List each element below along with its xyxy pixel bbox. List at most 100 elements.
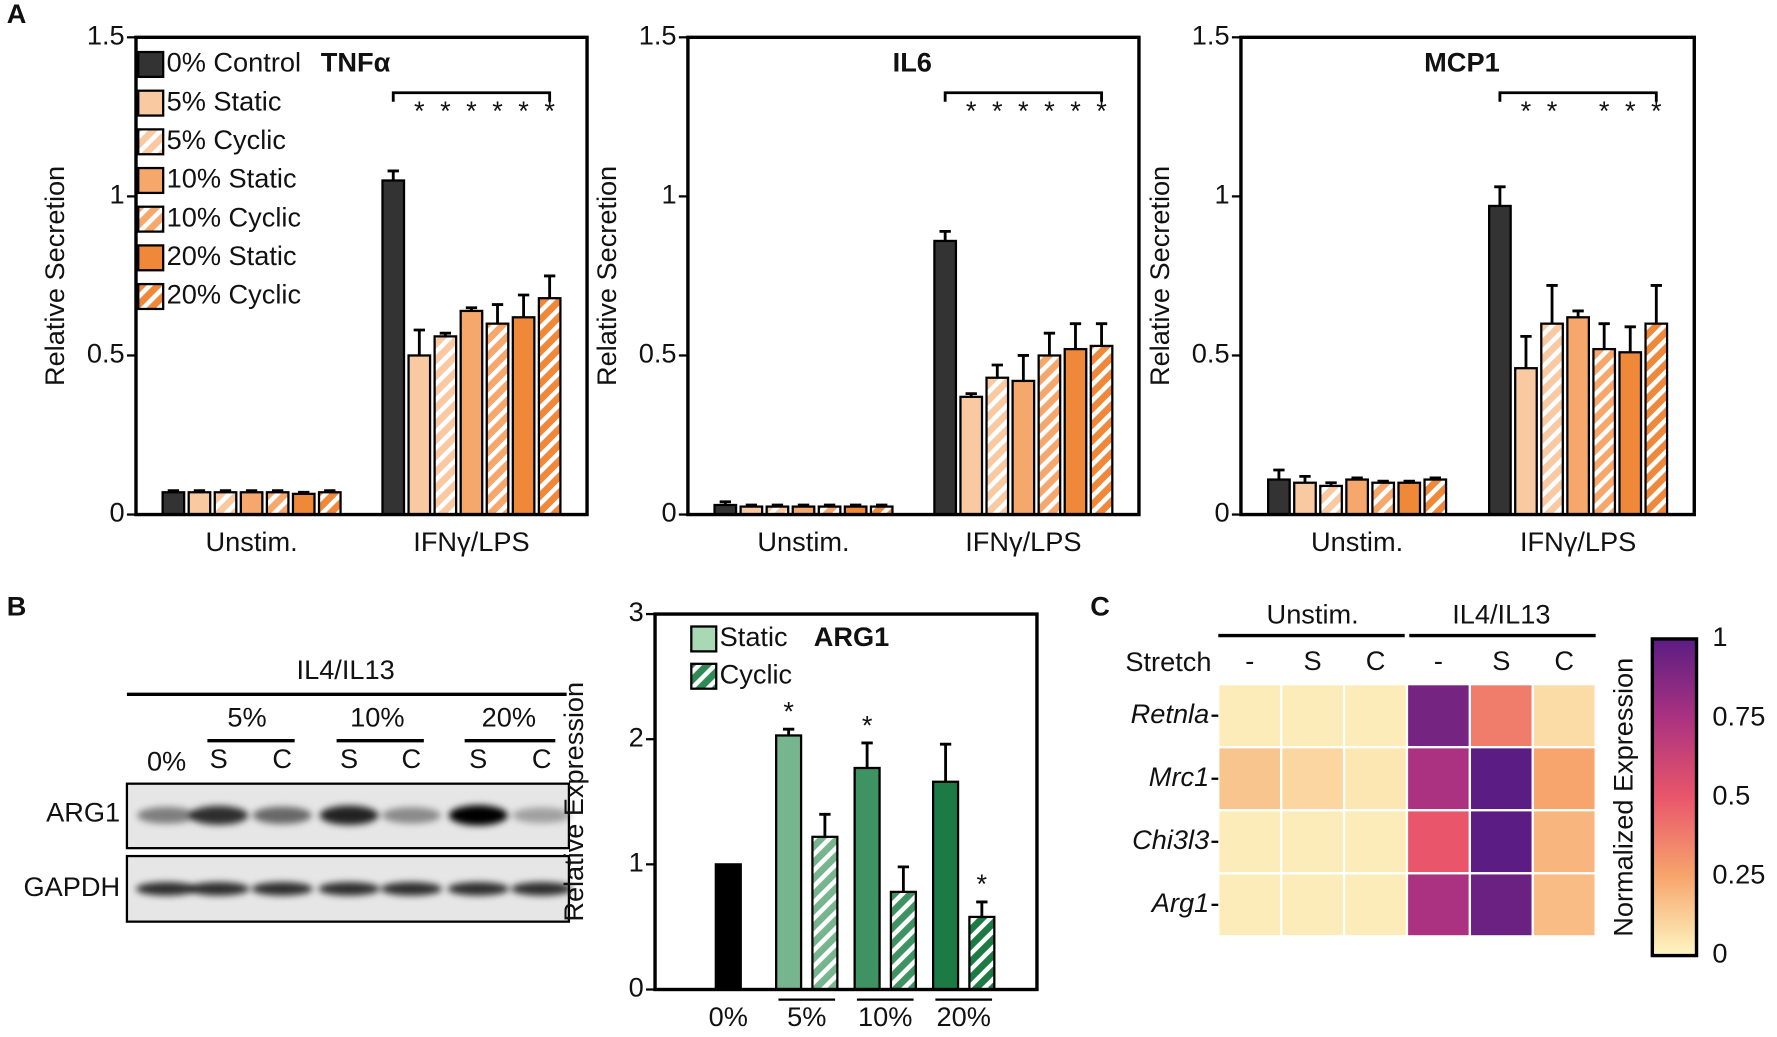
legend-swatch: [137, 166, 165, 195]
error-bar: [1598, 322, 1610, 350]
bar: [1293, 481, 1317, 516]
bar: [1011, 379, 1036, 516]
bar: [933, 239, 958, 516]
bar: [1319, 484, 1343, 516]
chart-title: ARG1: [814, 621, 890, 652]
bar: [968, 915, 996, 991]
bar: [775, 734, 803, 991]
plot-frame: [134, 35, 589, 517]
heatmap-cell: [1531, 872, 1597, 938]
chart-title: TNFα: [321, 47, 391, 78]
blot-band: [380, 882, 442, 896]
blot-stretch: C: [402, 743, 422, 774]
bar: [1267, 478, 1291, 516]
colorbar-tick-label: 1: [1712, 621, 1727, 652]
y-tick-label: 0.5: [87, 338, 125, 369]
y-tick-label: 1.5: [639, 20, 677, 51]
column-group-label: IL4/IL13: [1452, 599, 1550, 630]
significance: *: [492, 95, 503, 126]
error-bar: [1299, 474, 1311, 483]
legend-label: 20% Cyclic: [167, 279, 301, 310]
blot-stretch: S: [469, 743, 487, 774]
significance: *: [966, 95, 977, 126]
heatmap-cell: [1280, 809, 1346, 875]
y-tick-label: 0.5: [1192, 338, 1230, 369]
bar: [511, 316, 536, 516]
error-bar: [897, 865, 910, 892]
legend-swatch: [137, 282, 165, 311]
bar: [1566, 316, 1591, 516]
y-tick-label: 1: [629, 847, 644, 878]
blot-band: [512, 807, 572, 824]
chart-title: MCP1: [1424, 47, 1500, 78]
error-bar: [939, 229, 951, 241]
error-bar: [876, 503, 888, 507]
legend-swatch: [137, 205, 165, 233]
error-bar: [823, 503, 836, 507]
error-bar: [491, 303, 504, 324]
bar: [381, 179, 406, 516]
error-bar: [1095, 322, 1108, 346]
error-bar: [543, 274, 556, 299]
legend-label: Static: [720, 621, 788, 652]
error-bar: [298, 490, 310, 494]
significance-bracket: [1498, 91, 1658, 102]
error-bar: [1520, 334, 1532, 369]
blot-band: [447, 882, 509, 896]
x-tick-label: Unstim.: [206, 526, 298, 557]
significance: *: [992, 95, 1003, 126]
column-label: -: [1434, 645, 1443, 676]
significance: *: [1651, 95, 1662, 126]
legend-label: 10% Static: [167, 163, 297, 194]
bar: [889, 890, 917, 991]
blot-band: [137, 807, 197, 824]
significance: *: [1625, 95, 1636, 126]
heatmap-cell: [1280, 683, 1346, 749]
heatmap-cell: [1468, 809, 1534, 875]
heatmap-cell: [1405, 683, 1472, 749]
blot-band: [188, 882, 250, 896]
bar: [1540, 322, 1564, 516]
heatmap-cell: [1405, 809, 1472, 875]
y-tick-label: 1: [661, 179, 676, 210]
bar: [1423, 478, 1448, 516]
y-tick-label: 1.5: [87, 20, 125, 51]
bar: [537, 297, 562, 516]
plot-frame: [653, 612, 1039, 992]
heatmap-cell: [1468, 683, 1534, 749]
significance: *: [783, 696, 794, 727]
blot-band: [511, 882, 573, 896]
legend-swatch: [137, 50, 165, 79]
error-bar: [939, 742, 952, 782]
error-bar: [1546, 284, 1558, 324]
significance: *: [1044, 95, 1055, 126]
error-bar: [745, 503, 758, 507]
error-bar: [193, 489, 206, 493]
x-tick-label: IFNγ/LPS: [413, 526, 529, 557]
error-bar: [991, 363, 1003, 378]
panel-letter: C: [1090, 591, 1110, 622]
blot-band: [319, 805, 379, 826]
blot-band: [135, 882, 198, 896]
blot-row-label: ARG1: [46, 796, 120, 827]
bar: [407, 354, 432, 516]
error-bar: [1069, 322, 1082, 350]
heatmap-cell: [1342, 872, 1409, 938]
significance: *: [1018, 95, 1029, 126]
blot-band: [251, 882, 313, 896]
error-bar: [517, 293, 530, 318]
error-bar: [719, 500, 731, 505]
error-bar: [465, 306, 478, 311]
error-bar: [1624, 325, 1636, 353]
bar: [811, 835, 839, 991]
colorbar-tick-label: 0.75: [1712, 700, 1765, 731]
y-axis-label: Relative Expression: [558, 682, 589, 922]
blot-stretch: S: [340, 743, 358, 774]
error-bar: [1429, 476, 1441, 480]
bar: [853, 766, 881, 991]
significance: *: [977, 868, 988, 899]
bar: [985, 376, 1010, 516]
colorbar-tick-label: 0.25: [1712, 859, 1765, 890]
chart-title: IL6: [893, 47, 932, 78]
